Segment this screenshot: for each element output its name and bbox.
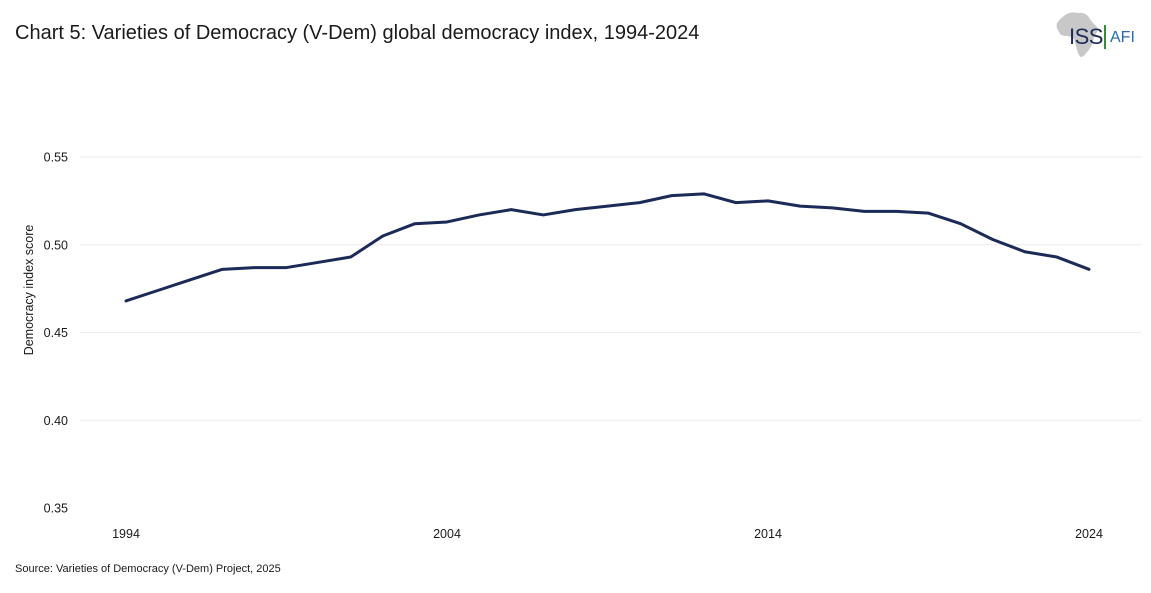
series-layer xyxy=(124,192,1091,303)
x-tick-label: 1994 xyxy=(112,527,140,541)
y-tick-label: 0.35 xyxy=(44,502,68,516)
x-axis-ticks: 1994 2004 2014 2024 xyxy=(112,527,1103,541)
x-tick-label: 2004 xyxy=(433,527,461,541)
africa-map-icon xyxy=(1056,12,1098,58)
y-tick-label: 0.50 xyxy=(44,238,68,252)
y-axis-ticks: 0.35 0.40 0.45 0.50 0.55 xyxy=(44,151,68,516)
logo-separator xyxy=(1104,25,1106,49)
x-tick-label: 2024 xyxy=(1075,527,1103,541)
logo-iss-text: ISS xyxy=(1069,24,1103,49)
y-tick-label: 0.40 xyxy=(44,414,68,428)
logo-afi-text: AFI xyxy=(1110,29,1135,46)
series-line xyxy=(124,192,1091,303)
gridlines xyxy=(80,156,1141,421)
y-tick-label: 0.45 xyxy=(44,326,68,340)
source-note: Source: Varieties of Democracy (V-Dem) P… xyxy=(15,563,281,575)
x-tick-label: 2014 xyxy=(754,527,782,541)
chart-title: Chart 5: Varieties of Democracy (V-Dem) … xyxy=(15,22,700,44)
y-axis-title: Democracy index score xyxy=(22,225,36,356)
y-tick-label: 0.55 xyxy=(44,151,68,165)
